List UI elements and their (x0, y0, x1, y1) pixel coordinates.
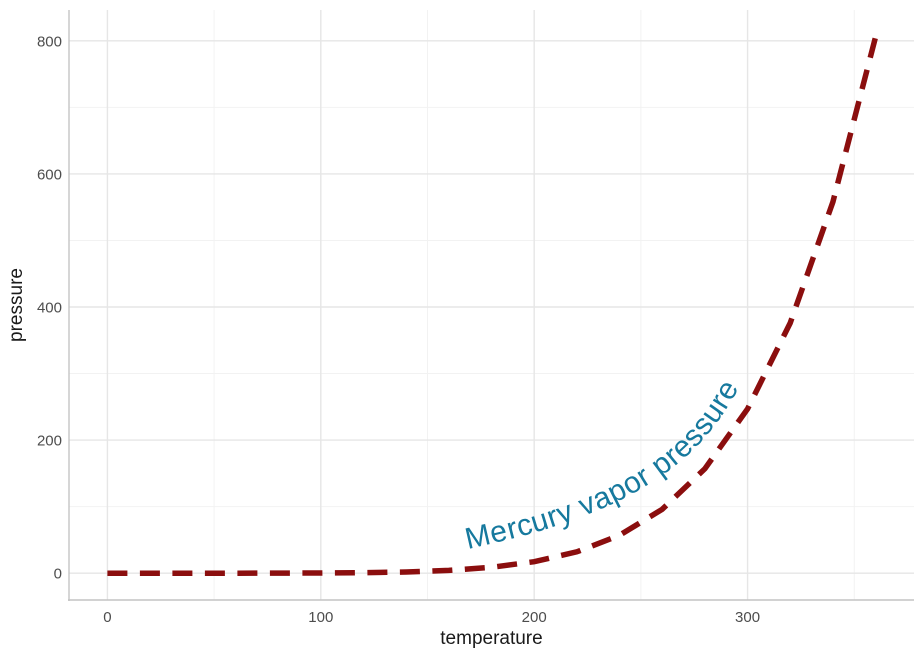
y-axis-title: pressure (6, 268, 27, 342)
curve-label-text: Mercury vapor pressure (462, 374, 745, 556)
y-tick-label: 800 (37, 33, 62, 50)
y-tick-label: 600 (37, 166, 62, 183)
x-axis-title: temperature (440, 628, 543, 649)
x-tick-label: 200 (522, 609, 547, 626)
x-tick-label: 0 (103, 609, 111, 626)
x-tick-label: 100 (308, 609, 333, 626)
y-tick-label: 400 (37, 299, 62, 316)
y-tick-label: 200 (37, 433, 62, 450)
curve-label: Mercury vapor pressure (462, 374, 746, 556)
x-tick-label: 300 (735, 609, 760, 626)
pressure-curve (107, 36, 879, 576)
y-tick-label: 0 (54, 566, 62, 583)
